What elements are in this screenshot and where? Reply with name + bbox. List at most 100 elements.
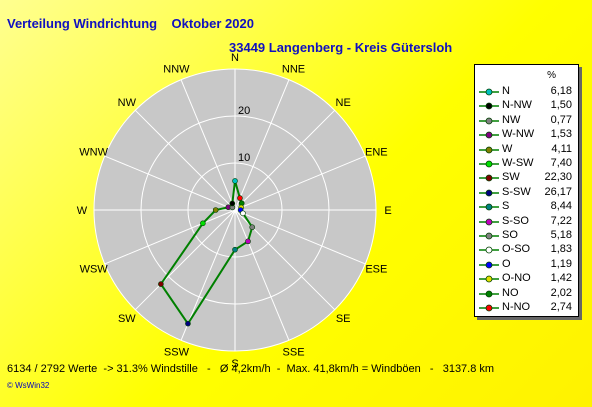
grid-spoke xyxy=(234,209,366,265)
legend-value: 7,22 xyxy=(550,214,572,227)
data-point xyxy=(212,207,219,213)
legend-marker-icon xyxy=(479,246,499,254)
direction-label: ESE xyxy=(365,264,387,276)
legend-label: N-NO xyxy=(502,301,531,313)
legend-value: 22,30 xyxy=(544,171,572,184)
legend-marker-icon xyxy=(479,174,499,182)
grid-spoke xyxy=(104,209,236,265)
legend-marker-icon xyxy=(479,160,499,168)
legend-marker-icon xyxy=(479,218,499,225)
grid-spoke xyxy=(234,79,290,211)
data-point xyxy=(158,281,164,287)
legend-marker-icon xyxy=(479,232,499,240)
legend-label: S-SW xyxy=(502,185,531,198)
legend-item: S 8,44 xyxy=(475,200,578,214)
legend-marker-icon xyxy=(479,189,499,197)
r-tick-label: 10 xyxy=(238,152,250,164)
legend-item: N-NW 1,50 xyxy=(475,99,578,113)
direction-label: SW xyxy=(118,313,136,325)
direction-label: SE xyxy=(336,313,351,325)
legend-item: W 4,11 xyxy=(475,143,578,157)
legend-item: N-NO 2,74 xyxy=(475,301,578,315)
legend-value: 4,11 xyxy=(551,142,572,155)
legend-item: NW 0,77 xyxy=(475,114,578,128)
legend-label: W-NW xyxy=(502,128,535,141)
legend-label: O-SO xyxy=(502,243,531,256)
direction-label: N xyxy=(231,52,239,64)
direction-label: NNE xyxy=(282,64,305,76)
data-point xyxy=(232,246,238,253)
grid-spoke xyxy=(104,155,236,211)
legend-item: S-SO 7,22 xyxy=(475,215,578,229)
data-point xyxy=(200,220,206,227)
direction-label: NW xyxy=(118,97,137,109)
credit-label: © WsWin32 xyxy=(7,381,50,390)
legend-label: W xyxy=(502,142,513,155)
chart-subtitle: 33449 Langenberg - Kreis Gütersloh xyxy=(229,40,453,55)
legend-label: S xyxy=(502,200,510,213)
chart-title: Verteilung Windrichtung Oktober 2020 xyxy=(7,16,254,31)
direction-label: ENE xyxy=(365,146,388,158)
legend-marker-icon xyxy=(479,203,499,211)
grid-spoke xyxy=(234,155,366,211)
footer-stats: 6134 / 2792 Werte -> 31.3% Windstille - … xyxy=(7,363,495,375)
legend-marker-icon xyxy=(479,304,499,312)
legend-label: O-NO xyxy=(502,272,531,285)
data-point xyxy=(240,210,246,217)
direction-label: WSW xyxy=(80,264,109,276)
data-point xyxy=(232,178,238,184)
legend-marker-icon xyxy=(479,102,499,110)
legend: % N 6,18 N-NW 1,50 NW 0,77 W-NW 1,53 W 4,11 W-SW 7,… xyxy=(474,64,579,317)
grid-spoke xyxy=(134,109,236,211)
legend-label: SO xyxy=(502,229,518,241)
legend-value: 1,83 xyxy=(550,243,572,256)
legend-value: 8,44 xyxy=(550,200,572,213)
legend-value: 7,40 xyxy=(550,157,572,169)
data-point xyxy=(245,238,251,245)
legend-item: W-NW 1,53 xyxy=(475,128,578,142)
direction-label: S xyxy=(231,358,238,370)
legend-value: 6,18 xyxy=(550,85,572,97)
direction-label: NNW xyxy=(163,64,190,76)
legend-value: 1,19 xyxy=(550,257,572,270)
legend-item: O-SO 1,83 xyxy=(475,243,578,257)
legend-value: 1,42 xyxy=(550,272,572,285)
legend-label: NO xyxy=(502,286,519,299)
direction-label: NE xyxy=(336,97,351,109)
legend-value: 2,02 xyxy=(550,286,572,299)
legend-item: NO 2,02 xyxy=(475,287,578,301)
legend-label: N xyxy=(502,85,510,97)
direction-label: WNW xyxy=(79,146,108,158)
legend-item: O-NO 1,42 xyxy=(475,272,578,286)
legend-marker-icon xyxy=(479,261,499,269)
r-tick-label: 20 xyxy=(238,105,250,117)
legend-item: SO 5,18 xyxy=(475,229,578,243)
direction-label: E xyxy=(384,205,391,217)
legend-value: 0,77 xyxy=(550,113,572,126)
direction-label: SSW xyxy=(164,346,190,358)
legend-label: S-SO xyxy=(502,214,529,227)
legend-label: O xyxy=(502,257,511,270)
legend-value: 26,17 xyxy=(544,185,572,198)
legend-marker-icon xyxy=(479,290,499,297)
data-point xyxy=(237,195,243,201)
legend-unit: % xyxy=(547,70,556,81)
legend-label: NW xyxy=(502,113,521,126)
legend-marker-icon xyxy=(479,117,499,125)
grid-spoke xyxy=(180,79,236,211)
legend-item: O 1,19 xyxy=(475,258,578,272)
legend-marker-icon xyxy=(479,88,499,96)
legend-marker-icon xyxy=(479,275,499,283)
legend-label: N-NW xyxy=(502,99,532,112)
legend-marker-icon xyxy=(479,131,499,139)
legend-value: 2,74 xyxy=(550,301,572,313)
data-point xyxy=(185,320,191,327)
data-point xyxy=(249,224,256,231)
direction-label: SSE xyxy=(283,346,305,358)
legend-label: SW xyxy=(502,171,520,184)
legend-item: S-SW 26,17 xyxy=(475,186,578,200)
legend-item: W-SW 7,40 xyxy=(475,157,578,171)
legend-marker-icon xyxy=(479,146,499,153)
legend-value: 1,53 xyxy=(550,128,572,141)
